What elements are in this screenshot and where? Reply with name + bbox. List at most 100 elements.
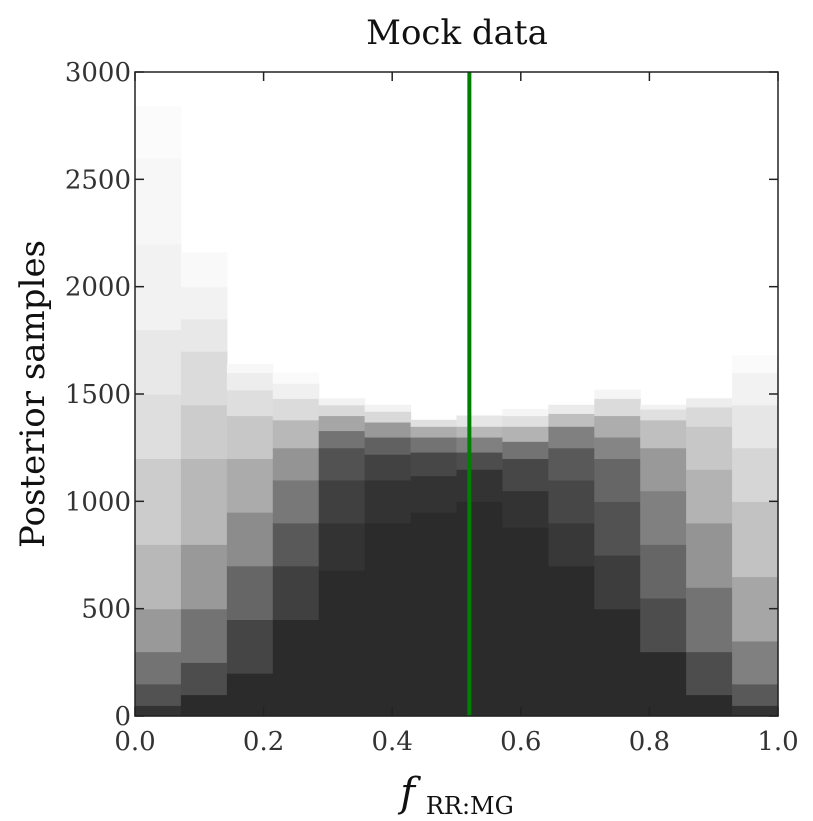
heatmap-cell (640, 544, 687, 599)
heatmap-cell (732, 372, 779, 406)
heatmap-cell (594, 389, 641, 399)
heatmap-cell (502, 458, 549, 492)
heatmap-cell (272, 383, 320, 399)
heatmap-cell (364, 522, 412, 717)
heatmap-cell (410, 512, 458, 717)
heatmap-cell (364, 436, 412, 455)
heatmap-cell (226, 673, 274, 717)
heatmap-cell (456, 415, 504, 427)
heatmap-cell (640, 447, 687, 492)
heatmap-cell (226, 458, 274, 513)
heatmap-cell (135, 683, 182, 706)
y-tick-label: 500 (81, 595, 131, 625)
heatmap-cell (640, 419, 687, 449)
heatmap-cell (180, 252, 228, 288)
x-axis: 0.0 0.2 0.4 0.6 0.8 1.0 (114, 72, 799, 757)
y-tick-label: 2500 (65, 165, 131, 195)
heatmap-cell (410, 475, 458, 513)
heatmap-cell (180, 694, 228, 717)
heatmap-cell (594, 458, 641, 502)
heatmap-cell (410, 436, 458, 453)
heatmap-cell (135, 157, 182, 245)
heatmap-cell (686, 426, 733, 470)
heatmap-cell (180, 286, 228, 320)
x-axis-label-subscript: RR:MG (426, 792, 514, 820)
heatmap-cell (502, 441, 549, 459)
y-tick-label: 2000 (65, 273, 131, 303)
heatmap-cell (502, 527, 549, 717)
heatmap-cell (548, 426, 595, 449)
y-tick-label: 1500 (65, 380, 131, 410)
heatmap-cell (180, 404, 228, 459)
heatmap-cell (318, 447, 366, 481)
heatmap-cell (410, 451, 458, 477)
heatmap-cell (640, 404, 687, 410)
heatmap-cell (548, 565, 595, 717)
heatmap-cell (640, 409, 687, 421)
heatmap-cell (456, 426, 504, 438)
heatmap-cell (180, 318, 228, 352)
heatmap-cell (318, 430, 366, 449)
heatmap-cell (594, 608, 641, 717)
plot-area (135, 106, 779, 717)
heatmap-cell (502, 426, 549, 442)
heatmap-cell (456, 501, 504, 717)
heatmap-cell (180, 608, 228, 663)
heatmap-cell (732, 447, 779, 502)
heatmap-cell (135, 544, 182, 610)
heatmap-cell (732, 404, 779, 449)
heatmap-cell (364, 411, 412, 423)
heatmap-cell (364, 479, 412, 524)
heatmap-cell (640, 490, 687, 545)
heatmap-cell (732, 501, 779, 578)
heatmap-cell (318, 404, 366, 417)
heatmap-cell (226, 415, 274, 459)
heatmap-cell (732, 705, 779, 717)
heatmap-cell (456, 436, 504, 453)
heatmap-cell (272, 619, 320, 717)
heatmap-cell (135, 394, 182, 459)
heatmap-cell (548, 447, 595, 481)
x-axis-label: f RR:MG (397, 770, 514, 820)
heatmap-cell (594, 555, 641, 610)
heatmap-cell (640, 597, 687, 653)
y-tick-label: 1000 (65, 487, 131, 517)
heatmap-cell (226, 619, 274, 674)
heatmap-cell (686, 694, 733, 717)
x-axis-label-main: f (397, 770, 421, 816)
heatmap-cell (364, 404, 412, 412)
y-axis: 0 500 1000 1500 2000 2500 3000 (65, 58, 778, 732)
y-tick-label: 0 (114, 702, 131, 732)
heatmap-cell (135, 651, 182, 685)
heatmap-cell (272, 419, 320, 449)
heatmap-cell (180, 458, 228, 545)
heatmap-cell (732, 640, 779, 685)
heatmap-cell (686, 469, 733, 524)
heatmap-cell (456, 469, 504, 502)
heatmap-cell (226, 363, 274, 374)
heatmap-cell (502, 409, 549, 417)
heatmap-cell (318, 522, 366, 571)
heatmap-cell (226, 512, 274, 567)
heatmap-cell (272, 398, 320, 421)
heatmap-cell (594, 436, 641, 459)
heatmap-cell (686, 587, 733, 653)
heatmap-cell (226, 372, 274, 391)
heatmap-cell (272, 479, 320, 524)
heatmap-cell (640, 651, 687, 717)
heatmap-cell (548, 413, 595, 427)
heatmap-cell (686, 651, 733, 696)
heatmap-cell (502, 415, 549, 427)
heatmap-cell (410, 419, 458, 427)
heatmap-cell (135, 705, 182, 717)
heatmap-cell (686, 522, 733, 588)
heatmap-cell (272, 447, 320, 481)
chart-title: Mock data (366, 13, 548, 53)
heatmap-cell (548, 404, 595, 414)
x-tick-label: 0.6 (500, 727, 541, 757)
heatmap-cell (226, 389, 274, 417)
x-tick-label: 1.0 (757, 727, 798, 757)
heatmap-cell (594, 398, 641, 417)
heatmap-cell (318, 415, 366, 432)
